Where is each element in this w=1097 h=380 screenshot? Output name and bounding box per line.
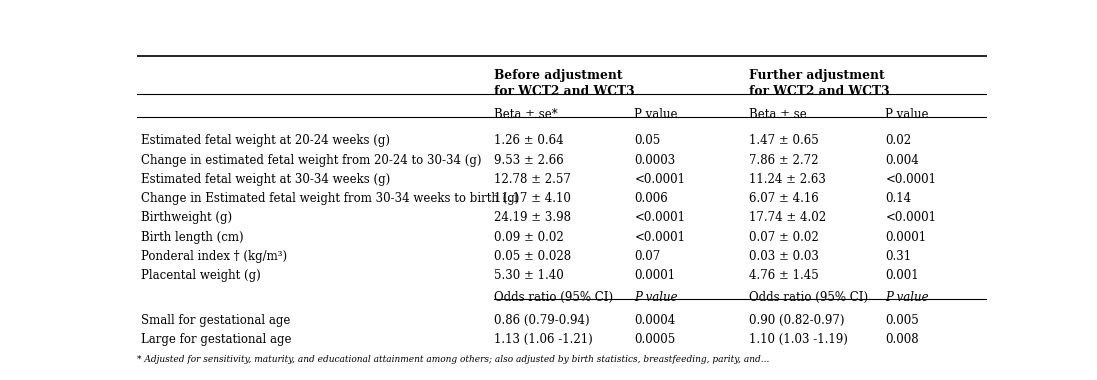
Text: 0.004: 0.004 — [885, 154, 919, 166]
Text: 0.05 ± 0.028: 0.05 ± 0.028 — [494, 250, 572, 263]
Text: Change in estimated fetal weight from 20-24 to 30-34 (g): Change in estimated fetal weight from 20… — [140, 154, 480, 166]
Text: Estimated fetal weight at 20-24 weeks (g): Estimated fetal weight at 20-24 weeks (g… — [140, 134, 389, 147]
Text: 0.90 (0.82-0.97): 0.90 (0.82-0.97) — [749, 314, 845, 327]
Text: Odds ratio (95% CI): Odds ratio (95% CI) — [749, 291, 869, 304]
Text: Large for gestational age: Large for gestational age — [140, 333, 291, 347]
Text: P value: P value — [885, 291, 929, 304]
Text: Placental weight (g): Placental weight (g) — [140, 269, 260, 282]
Text: 0.0005: 0.0005 — [634, 333, 676, 347]
Text: for WCT2 and WCT3: for WCT2 and WCT3 — [749, 85, 890, 98]
Text: Further adjustment: Further adjustment — [749, 69, 885, 82]
Text: 0.0001: 0.0001 — [634, 269, 676, 282]
Text: 0.07 ± 0.02: 0.07 ± 0.02 — [749, 231, 819, 244]
Text: 0.02: 0.02 — [885, 134, 912, 147]
Text: 0.31: 0.31 — [885, 250, 912, 263]
Text: for WCT2 and WCT3: for WCT2 and WCT3 — [494, 85, 635, 98]
Text: Before adjustment: Before adjustment — [494, 69, 623, 82]
Text: 7.86 ± 2.72: 7.86 ± 2.72 — [749, 154, 818, 166]
Text: <0.0001: <0.0001 — [885, 212, 936, 225]
Text: 0.09 ± 0.02: 0.09 ± 0.02 — [494, 231, 564, 244]
Text: P value: P value — [634, 291, 678, 304]
Text: <0.0001: <0.0001 — [634, 212, 686, 225]
Text: 4.76 ± 1.45: 4.76 ± 1.45 — [749, 269, 819, 282]
Text: 6.07 ± 4.16: 6.07 ± 4.16 — [749, 192, 819, 205]
Text: Small for gestational age: Small for gestational age — [140, 314, 290, 327]
Text: 1.10 (1.03 -1.19): 1.10 (1.03 -1.19) — [749, 333, 848, 347]
Text: Beta ± se: Beta ± se — [749, 109, 807, 122]
Text: 0.008: 0.008 — [885, 333, 919, 347]
Text: 0.0004: 0.0004 — [634, 314, 676, 327]
Text: Estimated fetal weight at 30-34 weeks (g): Estimated fetal weight at 30-34 weeks (g… — [140, 173, 389, 186]
Text: P value: P value — [885, 109, 929, 122]
Text: 0.05: 0.05 — [634, 134, 660, 147]
Text: 0.005: 0.005 — [885, 314, 919, 327]
Text: 11.17 ± 4.10: 11.17 ± 4.10 — [494, 192, 572, 205]
Text: 0.07: 0.07 — [634, 250, 660, 263]
Text: 1.47 ± 0.65: 1.47 ± 0.65 — [749, 134, 819, 147]
Text: Beta ± se*: Beta ± se* — [494, 109, 558, 122]
Text: <0.0001: <0.0001 — [634, 173, 686, 186]
Text: 1.26 ± 0.64: 1.26 ± 0.64 — [494, 134, 564, 147]
Text: 9.53 ± 2.66: 9.53 ± 2.66 — [494, 154, 564, 166]
Text: P value: P value — [634, 109, 678, 122]
Text: 0.0003: 0.0003 — [634, 154, 676, 166]
Text: 0.006: 0.006 — [634, 192, 668, 205]
Text: 12.78 ± 2.57: 12.78 ± 2.57 — [494, 173, 572, 186]
Text: 1.13 (1.06 -1.21): 1.13 (1.06 -1.21) — [494, 333, 593, 347]
Text: * Adjusted for sensitivity, maturity, and educational attainment among others; a: * Adjusted for sensitivity, maturity, an… — [137, 355, 769, 364]
Text: Birth length (cm): Birth length (cm) — [140, 231, 244, 244]
Text: Birthweight (g): Birthweight (g) — [140, 212, 231, 225]
Text: 0.14: 0.14 — [885, 192, 912, 205]
Text: Change in Estimated fetal weight from 30-34 weeks to birth (g): Change in Estimated fetal weight from 30… — [140, 192, 519, 205]
Text: <0.0001: <0.0001 — [885, 173, 936, 186]
Text: 5.30 ± 1.40: 5.30 ± 1.40 — [494, 269, 564, 282]
Text: Odds ratio (95% CI): Odds ratio (95% CI) — [494, 291, 613, 304]
Text: 11.24 ± 2.63: 11.24 ± 2.63 — [749, 173, 826, 186]
Text: 0.03 ± 0.03: 0.03 ± 0.03 — [749, 250, 819, 263]
Text: 0.86 (0.79-0.94): 0.86 (0.79-0.94) — [494, 314, 590, 327]
Text: <0.0001: <0.0001 — [634, 231, 686, 244]
Text: 0.0001: 0.0001 — [885, 231, 926, 244]
Text: 17.74 ± 4.02: 17.74 ± 4.02 — [749, 212, 826, 225]
Text: Ponderal index † (kg/m³): Ponderal index † (kg/m³) — [140, 250, 286, 263]
Text: 0.001: 0.001 — [885, 269, 919, 282]
Text: 24.19 ± 3.98: 24.19 ± 3.98 — [494, 212, 572, 225]
